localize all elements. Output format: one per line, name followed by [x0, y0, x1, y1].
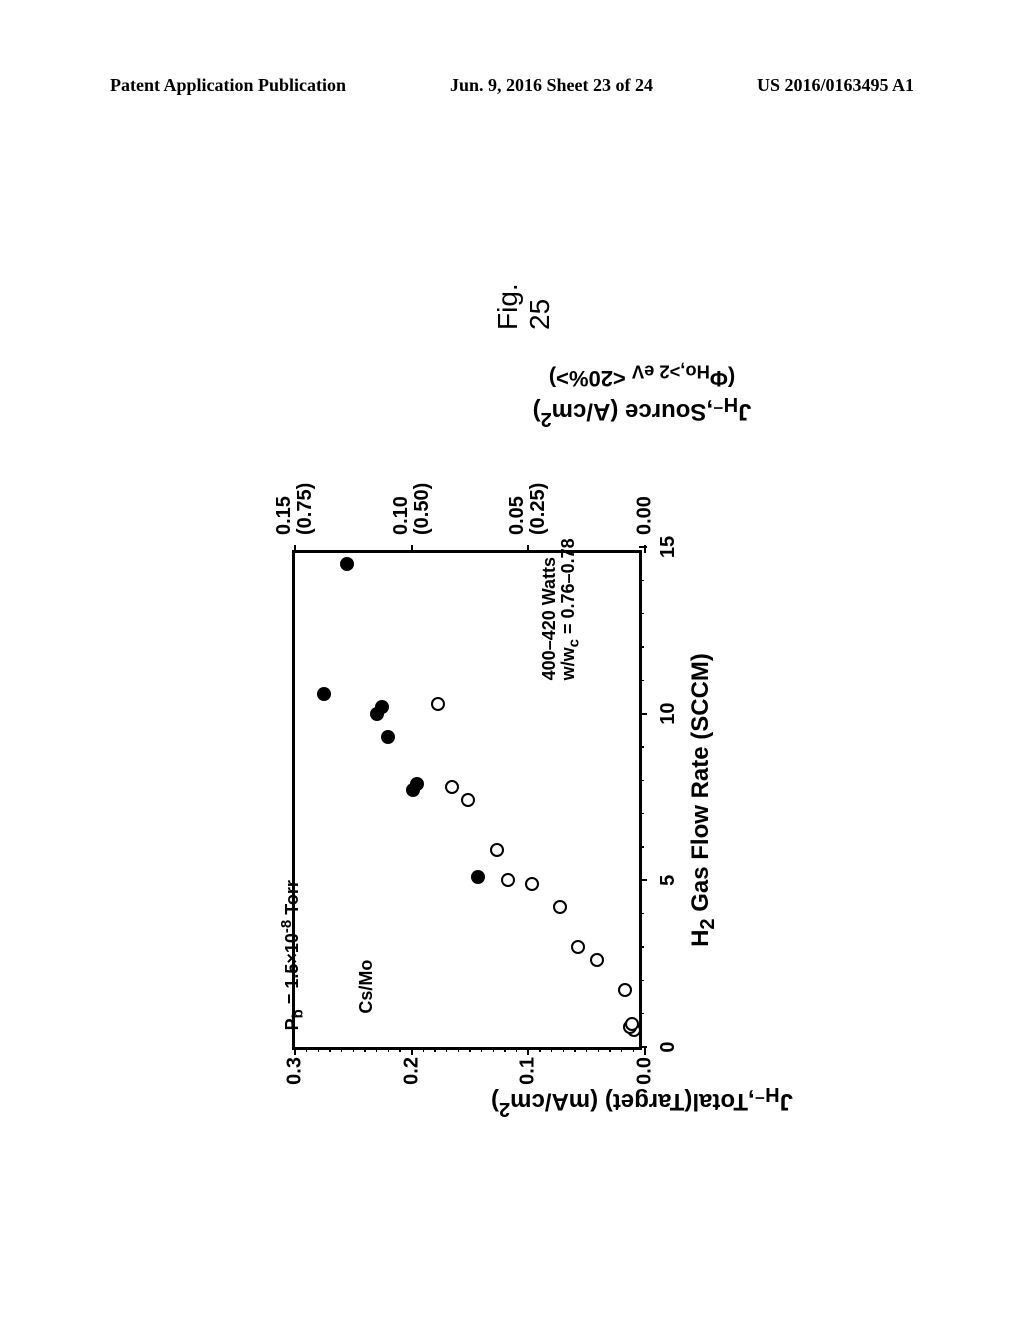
chart-rotated-wrapper: 0510150.00.10.20.30.000.05(0.25)0.10(0.5…: [232, 450, 792, 1150]
open-marker: [461, 793, 475, 807]
x-tick-minor: [639, 780, 644, 782]
filled-marker: [381, 730, 395, 744]
filled-marker: [317, 687, 331, 701]
scatter-chart: 0510150.00.10.20.30.000.05(0.25)0.10(0.5…: [232, 450, 792, 1150]
x-tick-minor: [639, 613, 644, 615]
y-left-tick-minor: [621, 1047, 623, 1052]
filled-marker: [375, 700, 389, 714]
y-left-tick-minor: [446, 1047, 448, 1052]
y-right-tick-label: 0.10(0.50): [391, 415, 433, 535]
figure-label: Fig. 25: [492, 283, 556, 330]
y-left-tick-minor: [423, 1047, 425, 1052]
x-tick: [639, 879, 647, 881]
filled-marker: [340, 557, 354, 571]
y-left-tick-minor: [458, 1047, 460, 1052]
y-left-tick-label: 0.3: [284, 1057, 307, 1147]
x-tick-label: 0: [657, 1041, 680, 1052]
y-left-tick: [527, 1047, 529, 1055]
y-right-tick: [644, 545, 646, 553]
y-left-tick-minor: [353, 1047, 355, 1052]
open-marker: [431, 697, 445, 711]
y-left-tick-minor: [469, 1047, 471, 1052]
x-tick-minor: [639, 980, 644, 982]
x-tick-minor: [639, 813, 644, 815]
x-tick-minor: [639, 946, 644, 948]
x-tick-minor: [639, 913, 644, 915]
y-left-tick-minor: [388, 1047, 390, 1052]
header-left: Patent Application Publication: [110, 75, 346, 96]
y-left-tick-minor: [539, 1047, 541, 1052]
y-left-tick-minor: [493, 1047, 495, 1052]
open-marker: [625, 1017, 639, 1031]
chart-annotation: 400–420 Watts: [539, 557, 560, 680]
open-marker: [490, 843, 504, 857]
x-tick-minor: [639, 680, 644, 682]
y-left-tick: [644, 1047, 646, 1055]
y-left-tick-minor: [364, 1047, 366, 1052]
y-left-tick-label: 0.2: [400, 1057, 423, 1147]
plot-area: 0510150.00.10.20.30.000.05(0.25)0.10(0.5…: [292, 550, 642, 1050]
y-left-tick-minor: [376, 1047, 378, 1052]
y-left-tick-minor: [586, 1047, 588, 1052]
y-right-tick-label: 0.05(0.25): [507, 415, 549, 535]
y-left-tick: [294, 1047, 296, 1055]
header-middle: Jun. 9, 2016 Sheet 23 of 24: [450, 75, 653, 96]
y-left-tick-minor: [633, 1047, 635, 1052]
x-tick: [639, 713, 647, 715]
y-right-tick: [411, 545, 413, 553]
open-marker: [590, 953, 604, 967]
y-right-axis-title: JH⁻,Source (A/cm2) (ΦHo,>2 eV <20%>): [533, 361, 752, 430]
chart-annotation: Pb = 1.5×10-8 Torr: [278, 880, 307, 1030]
y-right-tick-label: 0.00: [635, 415, 656, 535]
y-left-tick-minor: [551, 1047, 553, 1052]
open-marker: [618, 983, 632, 997]
y-left-tick-minor: [481, 1047, 483, 1052]
y-right-tick: [294, 545, 296, 553]
y-left-tick-minor: [504, 1047, 506, 1052]
open-marker: [553, 900, 567, 914]
header-right: US 2016/0163495 A1: [757, 75, 914, 96]
y-left-tick: [411, 1047, 413, 1055]
x-tick-minor: [639, 646, 644, 648]
open-marker: [501, 873, 515, 887]
y-left-tick-minor: [318, 1047, 320, 1052]
x-tick-label: 10: [657, 703, 680, 725]
y-right-tick: [527, 545, 529, 553]
chart-annotation: Cs/Mo: [356, 960, 377, 1014]
y-left-tick-minor: [609, 1047, 611, 1052]
y-left-tick-minor: [399, 1047, 401, 1052]
page-header: Patent Application Publication Jun. 9, 2…: [0, 75, 1024, 96]
y-left-tick-minor: [574, 1047, 576, 1052]
open-marker: [525, 877, 539, 891]
x-tick-minor: [639, 846, 644, 848]
open-marker: [445, 780, 459, 794]
x-tick-label: 15: [657, 536, 680, 558]
x-axis-title: H2 Gas Flow Rate (SCCM): [687, 653, 720, 947]
chart-annotation: w/wc = 0.76–0.78: [558, 538, 583, 680]
y-left-tick-minor: [306, 1047, 308, 1052]
y-left-tick-minor: [563, 1047, 565, 1052]
filled-marker: [410, 777, 424, 791]
open-marker: [571, 940, 585, 954]
x-tick-minor: [639, 746, 644, 748]
x-tick-minor: [639, 580, 644, 582]
y-left-tick-minor: [516, 1047, 518, 1052]
y-left-axis-title: JH⁻,Total(Target) (mA/cm2): [491, 1082, 793, 1120]
filled-marker: [471, 870, 485, 884]
y-left-tick-minor: [434, 1047, 436, 1052]
x-tick-label: 5: [657, 875, 680, 886]
x-tick-minor: [639, 1013, 644, 1015]
y-left-tick-minor: [341, 1047, 343, 1052]
y-left-tick-minor: [329, 1047, 331, 1052]
y-right-tick-label: 0.15(0.75): [274, 415, 316, 535]
y-left-tick-minor: [598, 1047, 600, 1052]
